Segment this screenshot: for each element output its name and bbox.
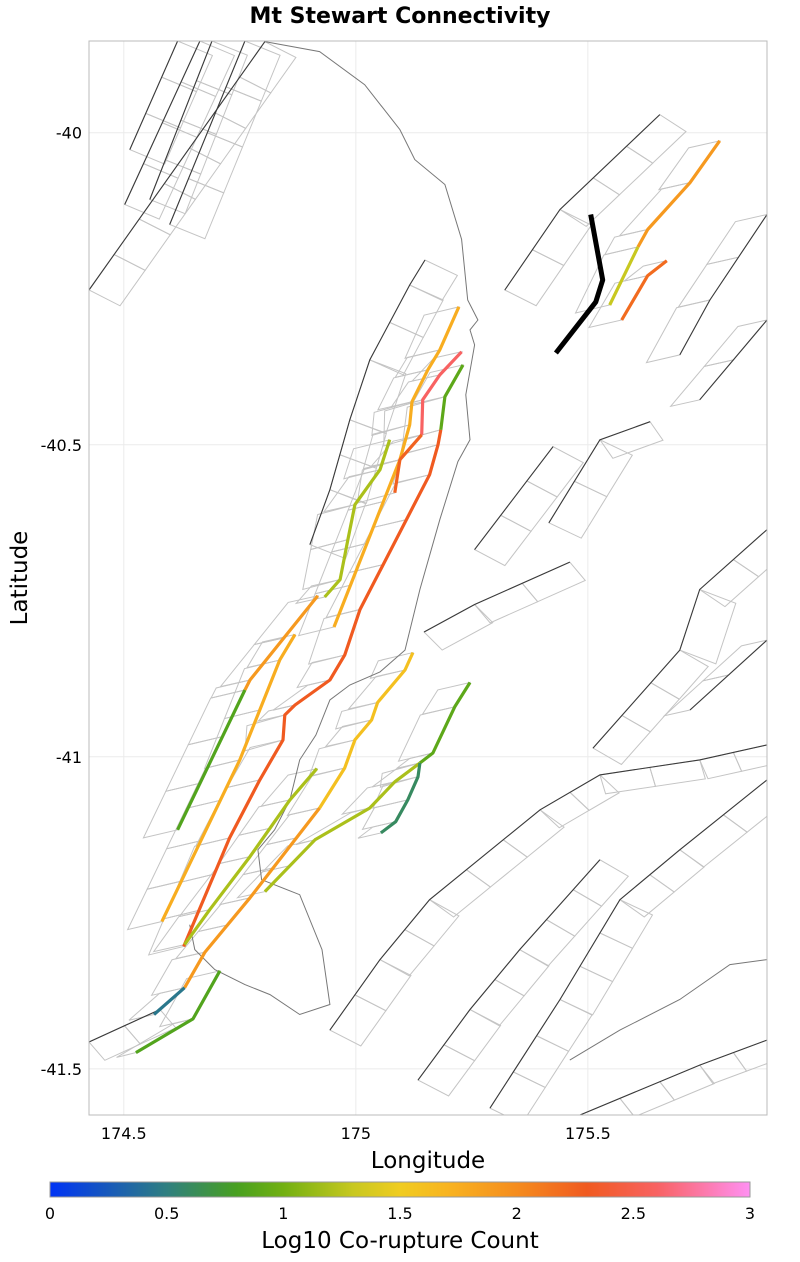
y-tick-label: -41.5 xyxy=(41,1060,82,1079)
y-tick-label: -40 xyxy=(56,124,82,143)
co-rupture-fault-trace xyxy=(152,986,186,1016)
co-rupture-fault-trace xyxy=(608,246,640,306)
fault-trace xyxy=(309,259,426,545)
x-axis: 174.5 175 175.5 xyxy=(101,1124,611,1143)
fault-trace xyxy=(489,779,767,1109)
colorbar-ticks: 0 0.5 1 1.5 2 2.5 3 xyxy=(45,1204,755,1223)
co-rupture-fault-trace xyxy=(243,594,320,691)
colorbar-tick-label: 1 xyxy=(278,1204,288,1223)
co-rupture-fault-trace xyxy=(176,689,247,831)
co-rupture-fault-trace xyxy=(183,767,319,946)
y-axis-label: Latitude xyxy=(7,531,33,626)
colorbar-tick-label: 0.5 xyxy=(154,1204,179,1223)
map-plot-area xyxy=(88,40,768,1116)
y-axis: -40 -40.5 -41 -41.5 xyxy=(41,124,82,1079)
x-tick-label: 175.5 xyxy=(565,1124,611,1143)
fault-trace xyxy=(329,744,767,1031)
co-rupture-fault-trace xyxy=(182,429,443,948)
coastline xyxy=(569,959,767,1061)
parent-fault-trace xyxy=(553,214,606,355)
fault-trace xyxy=(417,859,601,1081)
co-rupture-fault-trace xyxy=(160,633,297,923)
colorbar-label: Log10 Co-rupture Count xyxy=(261,1228,538,1254)
colorbar-tick-label: 0 xyxy=(45,1204,55,1223)
co-rupture-fault-trace xyxy=(636,139,722,248)
fault-trace xyxy=(169,41,246,225)
y-tick-label: -41 xyxy=(56,748,82,767)
co-rupture-fault-trace xyxy=(420,350,463,435)
fault-trace xyxy=(699,319,767,401)
fault-trace xyxy=(592,529,767,749)
co-rupture-fault-trace xyxy=(439,364,465,430)
colorbar-tick-label: 2 xyxy=(512,1204,522,1223)
y-tick-label: -40.5 xyxy=(41,436,82,455)
fault-trace xyxy=(89,1008,161,1043)
fault-trace xyxy=(474,446,554,550)
fault-trace xyxy=(504,114,661,291)
co-rupture-fault-trace xyxy=(620,259,668,321)
co-rupture-fault-trace xyxy=(135,970,222,1054)
co-rupture-fault-trace xyxy=(418,681,472,765)
colorbar-tick-label: 3 xyxy=(745,1204,755,1223)
fault-trace xyxy=(89,41,266,291)
fault-trace xyxy=(579,1039,767,1115)
x-tick-label: 175 xyxy=(341,1124,372,1143)
fault-trace xyxy=(124,41,201,205)
map-layers xyxy=(89,41,767,1115)
fault-trace xyxy=(129,41,179,150)
plot-background xyxy=(89,41,767,1115)
co-rupture-fault-trace xyxy=(263,761,421,893)
co-rupture-fault-trace xyxy=(183,807,321,989)
colorbar-tick-label: 2.5 xyxy=(621,1204,646,1223)
chart-title: Mt Stewart Connectivity xyxy=(250,4,551,29)
colorbar xyxy=(49,1181,751,1198)
fault-trace xyxy=(548,421,651,524)
fault-trace xyxy=(679,214,767,356)
plot-border xyxy=(88,40,768,1116)
fault-trace xyxy=(689,639,767,711)
fault-trace xyxy=(423,561,571,633)
co-rupture-fault-trace xyxy=(393,433,423,494)
fault-trace xyxy=(149,41,213,200)
x-axis-label: Longitude xyxy=(371,1148,485,1174)
co-rupture-fault-trace xyxy=(379,762,422,835)
co-rupture-fault-trace xyxy=(323,439,392,599)
colorbar-tick-label: 1.5 xyxy=(387,1204,412,1223)
x-tick-label: 174.5 xyxy=(101,1124,147,1143)
coastline xyxy=(189,41,479,1016)
co-rupture-fault-trace xyxy=(318,651,415,809)
